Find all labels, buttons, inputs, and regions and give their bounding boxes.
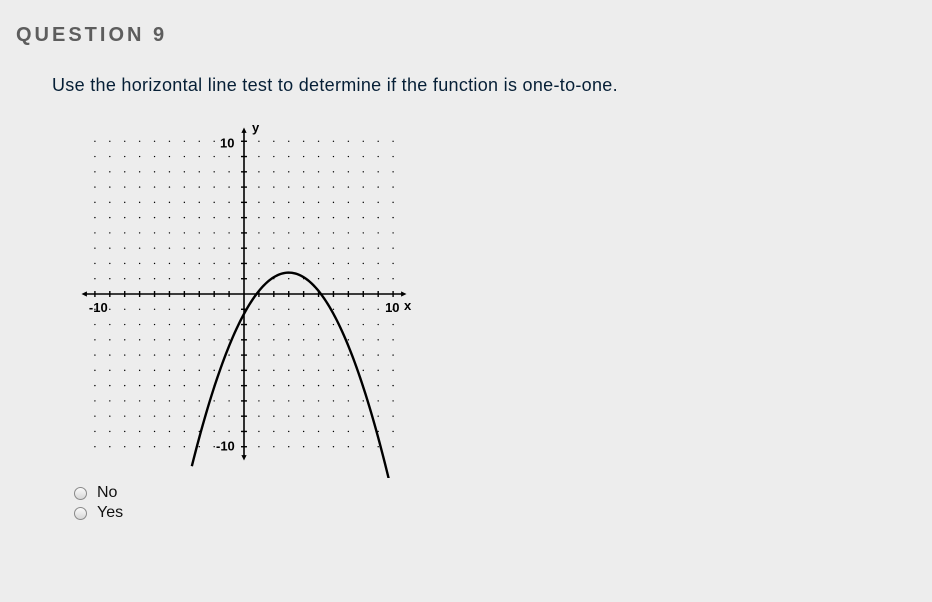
svg-text:10: 10 bbox=[385, 300, 399, 315]
graph-svg: y x -10 10 10 -10 bbox=[68, 118, 438, 478]
svg-text:-10: -10 bbox=[89, 300, 108, 315]
svg-text:x: x bbox=[404, 298, 412, 313]
question-container: QUESTION 9 Use the horizontal line test … bbox=[0, 0, 932, 522]
radio-icon bbox=[74, 507, 87, 520]
option-yes[interactable]: Yes bbox=[74, 504, 916, 522]
svg-text:-10: -10 bbox=[216, 439, 235, 454]
option-no[interactable]: No bbox=[74, 484, 916, 502]
question-title: QUESTION 9 bbox=[16, 24, 916, 47]
question-prompt: Use the horizontal line test to determin… bbox=[52, 75, 916, 96]
option-label: Yes bbox=[97, 504, 123, 522]
svg-text:10: 10 bbox=[220, 135, 234, 150]
radio-icon bbox=[74, 487, 87, 500]
svg-text:y: y bbox=[252, 120, 260, 135]
answer-options: No Yes bbox=[74, 484, 916, 522]
function-graph: y x -10 10 10 -10 bbox=[68, 118, 438, 478]
option-label: No bbox=[97, 484, 117, 502]
